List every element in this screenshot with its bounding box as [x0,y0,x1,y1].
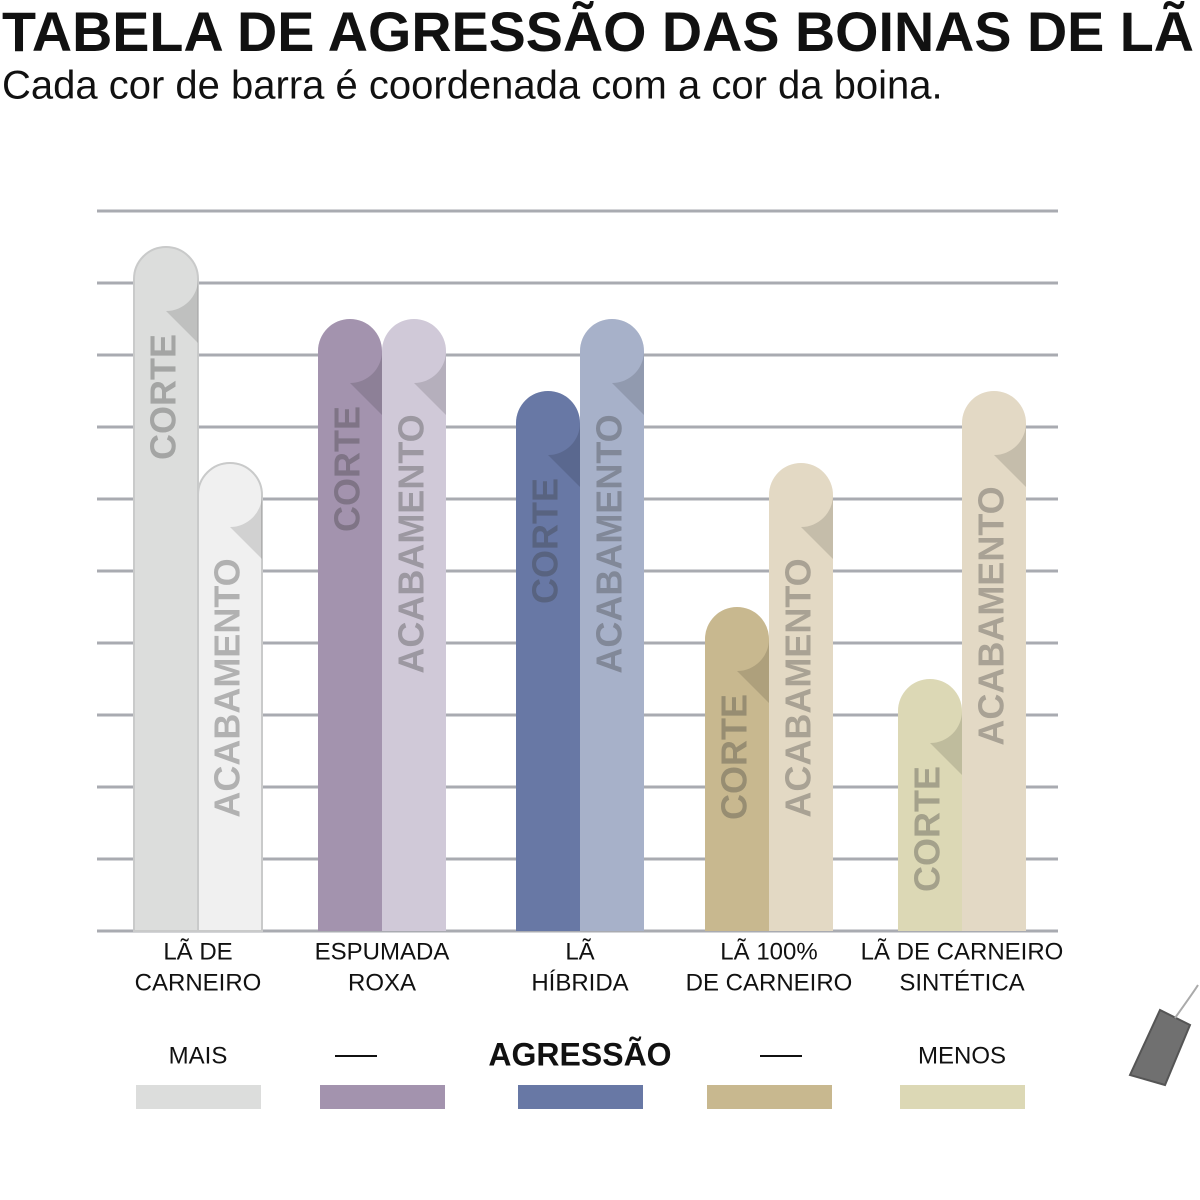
bar-fold [801,495,833,559]
bar [962,391,1026,931]
bar [580,319,644,931]
legend-swatch [320,1085,445,1109]
logo-tag [1128,984,1199,1087]
x-tick-label: LÃ DE [163,938,232,965]
legend-left: MAIS [169,1042,228,1069]
bar-label: CORTE [907,766,948,892]
x-tick-label: ESPUMADA [315,938,450,965]
bar-label: ACABAMENTO [589,414,630,673]
bar-fold [930,711,962,775]
bar-label: ACABAMENTO [971,486,1012,745]
bar [769,463,833,931]
chart-title: TABELA DE AGRESSÃO DAS BOINAS DE LÃ [2,0,1194,63]
legend-swatch [518,1085,643,1109]
bar-label: ACABAMENTO [391,414,432,673]
bar-label: CORTE [714,694,755,820]
bar-label: ACABAMENTO [207,558,248,817]
bar-label: CORTE [327,406,368,532]
bar [898,679,962,931]
x-tick-label: HÍBRIDA [531,969,628,996]
bar [197,462,263,932]
bar-label: CORTE [143,334,184,460]
bar-label: ACABAMENTO [778,558,819,817]
bar-fold [737,639,769,703]
x-tick-label: LÃ 100% [720,938,817,965]
bar-fold [414,351,446,415]
bar [318,319,382,931]
bar-label: CORTE [525,478,566,604]
bar-fold [994,423,1026,487]
bar-fold [166,279,198,343]
bar-fold [548,423,580,487]
legend-title: AGRESSÃO [488,1036,671,1072]
legend-right: MENOS [918,1042,1006,1069]
bar-fold [350,351,382,415]
bar-fold [230,495,262,559]
x-tick-label: DE CARNEIRO [686,969,853,996]
x-tick-label: LÃ [565,938,594,965]
x-tick-label: LÃ DE CARNEIRO [861,938,1064,965]
legend-swatch [900,1085,1025,1109]
x-tick-label: SINTÉTICA [899,969,1024,996]
bar [516,391,580,931]
x-tick-label: ROXA [348,969,416,996]
legend-swatch [136,1085,261,1109]
bar [133,246,199,932]
bar [382,319,446,931]
bar [705,607,769,931]
bar-fold [612,351,644,415]
chart-subtitle: Cada cor de barra é coordenada com a cor… [2,64,943,108]
legend-swatch [707,1085,832,1109]
x-tick-label: CARNEIRO [135,969,262,996]
